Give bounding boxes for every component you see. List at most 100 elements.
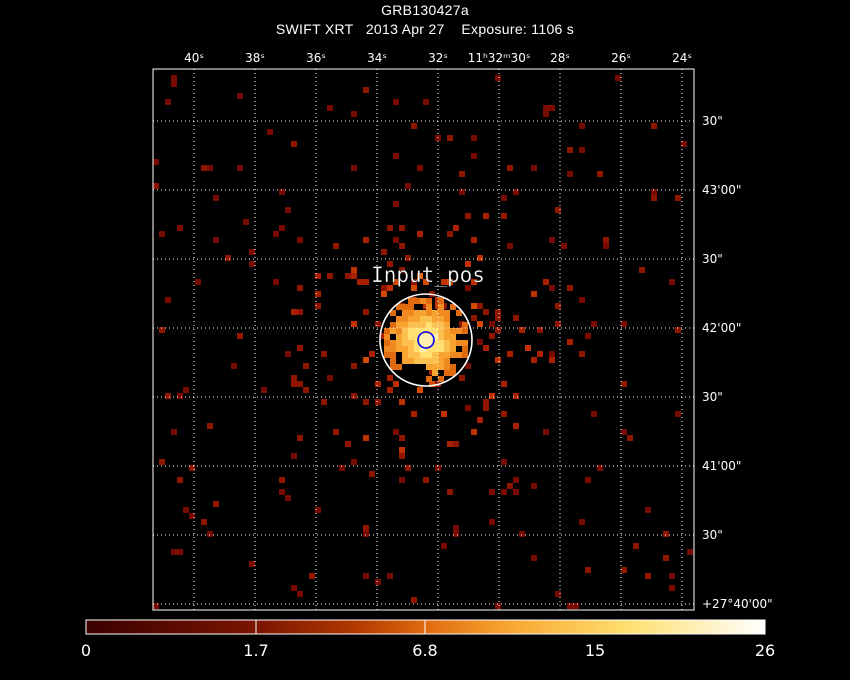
photon-pixel (471, 303, 477, 309)
photon-pixel (291, 141, 297, 147)
photon-pixel (453, 525, 459, 531)
photon-pixel (195, 279, 201, 285)
colorbar: 0 1.7 6.8 15 26 (81, 619, 775, 660)
photon-pixel (249, 249, 255, 255)
core-pixel (432, 322, 438, 328)
photon-pixel (345, 441, 351, 447)
photon-pixel (597, 171, 603, 177)
ra-tick-label: 32ˢ (428, 51, 448, 65)
core-pixel (396, 328, 402, 334)
photon-pixel (555, 303, 561, 309)
photon-pixel (477, 255, 483, 261)
photon-pixel (309, 573, 315, 579)
photon-pixel (357, 279, 363, 285)
core-pixel (402, 358, 408, 364)
core-pixel (456, 328, 462, 334)
photon-pixel (279, 477, 285, 483)
photon-pixel (531, 483, 537, 489)
photon-pixel (447, 279, 453, 285)
photon-pixel (543, 429, 549, 435)
core-pixel (438, 358, 444, 364)
photon-pixel (579, 297, 585, 303)
photon-pixel (351, 363, 357, 369)
photon-pixel (495, 315, 501, 321)
core-pixel (390, 322, 396, 328)
core-pixel (432, 358, 438, 364)
ra-tick-label: 26ˢ (611, 51, 631, 65)
photon-pixel (549, 357, 555, 363)
core-pixel (414, 346, 420, 352)
photon-pixel (339, 465, 345, 471)
core-pixel (444, 370, 450, 376)
photon-pixel (297, 435, 303, 441)
photon-pixel (249, 561, 255, 567)
core-pixel (414, 352, 420, 358)
core-pixel (432, 370, 438, 376)
core-pixel (438, 352, 444, 358)
photon-pixel (489, 489, 495, 495)
photon-pixel (273, 279, 279, 285)
photon-pixel (567, 147, 573, 153)
photon-pixel (201, 519, 207, 525)
photon-pixel (441, 411, 447, 417)
photon-pixel (507, 243, 513, 249)
photon-pixel (513, 489, 519, 495)
core-pixel (420, 310, 426, 316)
photon-pixel (297, 345, 303, 351)
photon-pixel (513, 477, 519, 483)
photon-pixel (297, 381, 303, 387)
colorbar-tick-label: 26 (755, 641, 775, 660)
photon-pixel (381, 285, 387, 291)
photon-pixel (621, 381, 627, 387)
photon-pixel (165, 99, 171, 105)
photon-pixel (471, 237, 477, 243)
photon-pixel (177, 225, 183, 231)
core-pixel (396, 364, 402, 370)
photon-pixel (537, 327, 543, 333)
core-pixel (414, 334, 420, 340)
photon-pixel (183, 387, 189, 393)
core-pixel (438, 346, 444, 352)
photon-pixel (585, 567, 591, 573)
photon-pixel (351, 459, 357, 465)
photon-pixel (189, 465, 195, 471)
photon-pixel (201, 165, 207, 171)
core-pixel (444, 322, 450, 328)
photon-pixel (153, 159, 159, 165)
photon-pixel (441, 543, 447, 549)
core-pixel (402, 304, 408, 310)
photon-pixel (363, 87, 369, 93)
photon-pixel (585, 333, 591, 339)
core-pixel (426, 340, 432, 346)
photon-pixel (399, 477, 405, 483)
photon-pixel (501, 411, 507, 417)
photon-pixel (387, 261, 393, 267)
core-pixel (390, 310, 396, 316)
photon-pixel (537, 351, 543, 357)
photon-pixel (495, 357, 501, 363)
core-pixel (408, 310, 414, 316)
source-label: Input_pos (371, 263, 485, 287)
photon-pixel (387, 387, 393, 393)
photon-pixel (165, 297, 171, 303)
photon-pixel (153, 603, 159, 609)
core-pixel (402, 316, 408, 322)
core-pixel (450, 340, 456, 346)
photon-pixel (375, 399, 381, 405)
photon-pixel (411, 597, 417, 603)
photon-pixel (171, 429, 177, 435)
photon-pixel (387, 375, 393, 381)
ra-tick-label: 38ˢ (245, 51, 265, 65)
photon-pixel (237, 333, 243, 339)
ra-tick-label: 11ʰ32ᵐ30ˢ (468, 51, 531, 65)
photon-pixel (453, 441, 459, 447)
photon-pixel (291, 309, 297, 315)
photon-pixel (315, 303, 321, 309)
core-pixel (390, 358, 396, 364)
photon-pixel (483, 399, 489, 405)
photon-pixel (483, 405, 489, 411)
core-pixel (402, 328, 408, 334)
photon-pixel (669, 585, 675, 591)
photon-pixel (585, 477, 591, 483)
ra-tick-labels: 40ˢ 38ˢ 36ˢ 34ˢ 32ˢ 11ʰ32ᵐ30ˢ 28ˢ 26ˢ 24ˢ (184, 51, 692, 65)
